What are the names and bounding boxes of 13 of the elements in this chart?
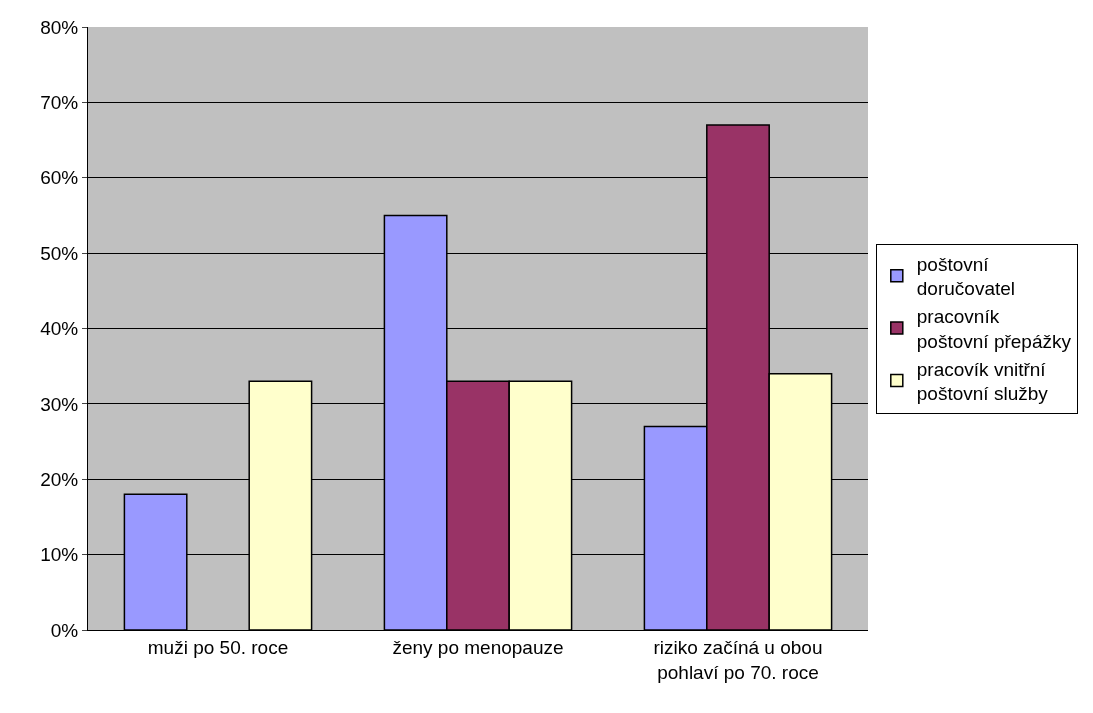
x-tick-label: muži po 50. roce (147, 636, 289, 658)
y-tick-label: 50% (40, 242, 79, 264)
y-tick-label: 60% (40, 167, 79, 189)
y-tick-label: 30% (40, 393, 79, 415)
y-tick-label: 0% (50, 619, 79, 641)
y-tick-label: 80% (40, 16, 79, 38)
y-tick-label: 40% (40, 318, 79, 340)
legend-label: pracovík vnitřní poštovní služby (916, 358, 1049, 405)
x-tick-label: riziko začíná u obou pohlaví po 70. roce (653, 636, 823, 683)
y-tick-label: 20% (40, 468, 79, 490)
x-tick-label: ženy po menopauze (392, 636, 564, 658)
y-tick-label: 70% (40, 92, 79, 114)
y-tick-label: 10% (40, 544, 79, 566)
